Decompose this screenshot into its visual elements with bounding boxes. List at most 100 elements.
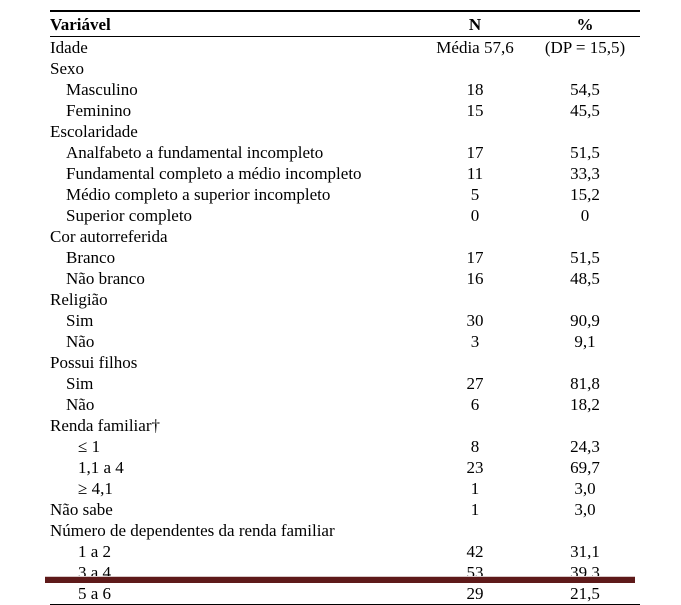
n-cell: 15 xyxy=(420,100,530,121)
pct-cell: 33,3 xyxy=(530,163,640,184)
variable-cell: Feminino xyxy=(50,100,420,121)
variable-cell: Analfabeto a fundamental incompleto xyxy=(50,142,420,163)
pct-cell: 69,7 xyxy=(530,457,640,478)
variable-label: Sim xyxy=(50,374,93,393)
pct-cell: 54,5 xyxy=(530,79,640,100)
variable-cell: Branco xyxy=(50,247,420,268)
variable-label: ≤ 1 xyxy=(50,437,100,456)
pct-cell xyxy=(530,415,640,436)
footer-bar xyxy=(45,576,635,583)
variable-label: Branco xyxy=(50,248,115,267)
pct-cell: 81,8 xyxy=(530,373,640,394)
variable-label: 1 a 2 xyxy=(50,542,111,561)
table-row: Não618,2 xyxy=(50,394,640,415)
variable-label: 1,1 a 4 xyxy=(50,458,124,477)
n-cell xyxy=(420,121,530,142)
variable-cell: Não xyxy=(50,394,420,415)
variable-label: Renda familiar† xyxy=(50,416,160,435)
variable-label: Cor autorreferida xyxy=(50,227,168,246)
variable-cell: Não branco xyxy=(50,268,420,289)
pct-cell: 3,0 xyxy=(530,499,640,520)
col-header-variavel: Variável xyxy=(50,11,420,37)
pct-cell: 18,2 xyxy=(530,394,640,415)
variable-cell: Sexo xyxy=(50,58,420,79)
variable-cell: Não sabe xyxy=(50,499,420,520)
table-header-row: Variável N % xyxy=(50,11,640,37)
variable-label: Analfabeto a fundamental incompleto xyxy=(50,143,323,162)
n-cell: 1 xyxy=(420,478,530,499)
variable-cell: Médio completo a superior incompleto xyxy=(50,184,420,205)
n-cell: 6 xyxy=(420,394,530,415)
table-row: ≤ 1 824,3 xyxy=(50,436,640,457)
pct-cell: 51,5 xyxy=(530,142,640,163)
variable-cell: Número de dependentes da renda familiar xyxy=(50,520,420,541)
pct-cell xyxy=(530,226,640,247)
pct-cell xyxy=(530,352,640,373)
table-row: Possui filhos xyxy=(50,352,640,373)
variable-label: Feminino xyxy=(50,101,131,120)
page: Variável N % IdadeMédia 57,6(DP = 15,5)S… xyxy=(0,0,681,591)
table-row: IdadeMédia 57,6(DP = 15,5) xyxy=(50,37,640,59)
n-cell: 42 xyxy=(420,541,530,562)
variable-label: Masculino xyxy=(50,80,138,99)
variable-cell: Escolaridade xyxy=(50,121,420,142)
variable-cell: Fundamental completo a médio incompleto xyxy=(50,163,420,184)
n-cell: 30 xyxy=(420,310,530,331)
variable-cell: ≥ 4,1 xyxy=(50,478,420,499)
pct-cell: 48,5 xyxy=(530,268,640,289)
n-cell: 23 xyxy=(420,457,530,478)
n-cell: 0 xyxy=(420,205,530,226)
table-row: ≥ 4,113,0 xyxy=(50,478,640,499)
table-row: Número de dependentes da renda familiar xyxy=(50,520,640,541)
variable-cell: Cor autorreferida xyxy=(50,226,420,247)
pct-cell: 9,1 xyxy=(530,331,640,352)
pct-cell: 24,3 xyxy=(530,436,640,457)
table-row: Sim2781,8 xyxy=(50,373,640,394)
pct-cell: 3,0 xyxy=(530,478,640,499)
table-row: Masculino1854,5 xyxy=(50,79,640,100)
table-body: IdadeMédia 57,6(DP = 15,5)SexoMasculino1… xyxy=(50,37,640,605)
table-row: Fundamental completo a médio incompleto1… xyxy=(50,163,640,184)
n-cell: 5 xyxy=(420,184,530,205)
variable-label: Sim xyxy=(50,311,93,330)
variable-cell: Sim xyxy=(50,373,420,394)
variable-label: Idade xyxy=(50,38,88,57)
pct-cell xyxy=(530,58,640,79)
variable-cell: Masculino xyxy=(50,79,420,100)
n-cell: 29 xyxy=(420,583,530,605)
table-row: Cor autorreferida xyxy=(50,226,640,247)
variable-cell: Renda familiar† xyxy=(50,415,420,436)
table-row: Não39,1 xyxy=(50,331,640,352)
table-row: Não sabe13,0 xyxy=(50,499,640,520)
n-cell: 16 xyxy=(420,268,530,289)
variable-label: Sexo xyxy=(50,59,84,78)
n-cell: 8 xyxy=(420,436,530,457)
table-row: 5 a 62921,5 xyxy=(50,583,640,605)
n-cell: 17 xyxy=(420,247,530,268)
variable-label: Religião xyxy=(50,290,108,309)
variable-label: Superior completo xyxy=(50,206,192,225)
pct-cell: 51,5 xyxy=(530,247,640,268)
variable-cell: 1 a 2 xyxy=(50,541,420,562)
pct-cell xyxy=(530,520,640,541)
col-header-pct: % xyxy=(530,11,640,37)
n-cell xyxy=(420,289,530,310)
table-row: Renda familiar† xyxy=(50,415,640,436)
variable-label: Não branco xyxy=(50,269,145,288)
variable-cell: ≤ 1 xyxy=(50,436,420,457)
variable-label: Não sabe xyxy=(50,500,113,519)
variable-label: 5 a 6 xyxy=(50,584,111,603)
variable-label: Escolaridade xyxy=(50,122,138,141)
table-row: Feminino1545,5 xyxy=(50,100,640,121)
variable-cell: Idade xyxy=(50,37,420,59)
demographics-table: Variável N % IdadeMédia 57,6(DP = 15,5)S… xyxy=(50,10,640,605)
table-row: Médio completo a superior incompleto515,… xyxy=(50,184,640,205)
n-cell xyxy=(420,58,530,79)
n-cell: 3 xyxy=(420,331,530,352)
pct-cell xyxy=(530,289,640,310)
pct-cell: 90,9 xyxy=(530,310,640,331)
col-header-n: N xyxy=(420,11,530,37)
n-cell xyxy=(420,352,530,373)
n-cell: Média 57,6 xyxy=(420,37,530,59)
variable-cell: Não xyxy=(50,331,420,352)
